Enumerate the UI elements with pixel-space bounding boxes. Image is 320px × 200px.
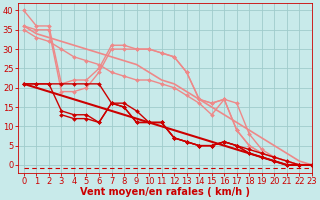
X-axis label: Vent moyen/en rafales ( km/h ): Vent moyen/en rafales ( km/h ) xyxy=(80,187,250,197)
